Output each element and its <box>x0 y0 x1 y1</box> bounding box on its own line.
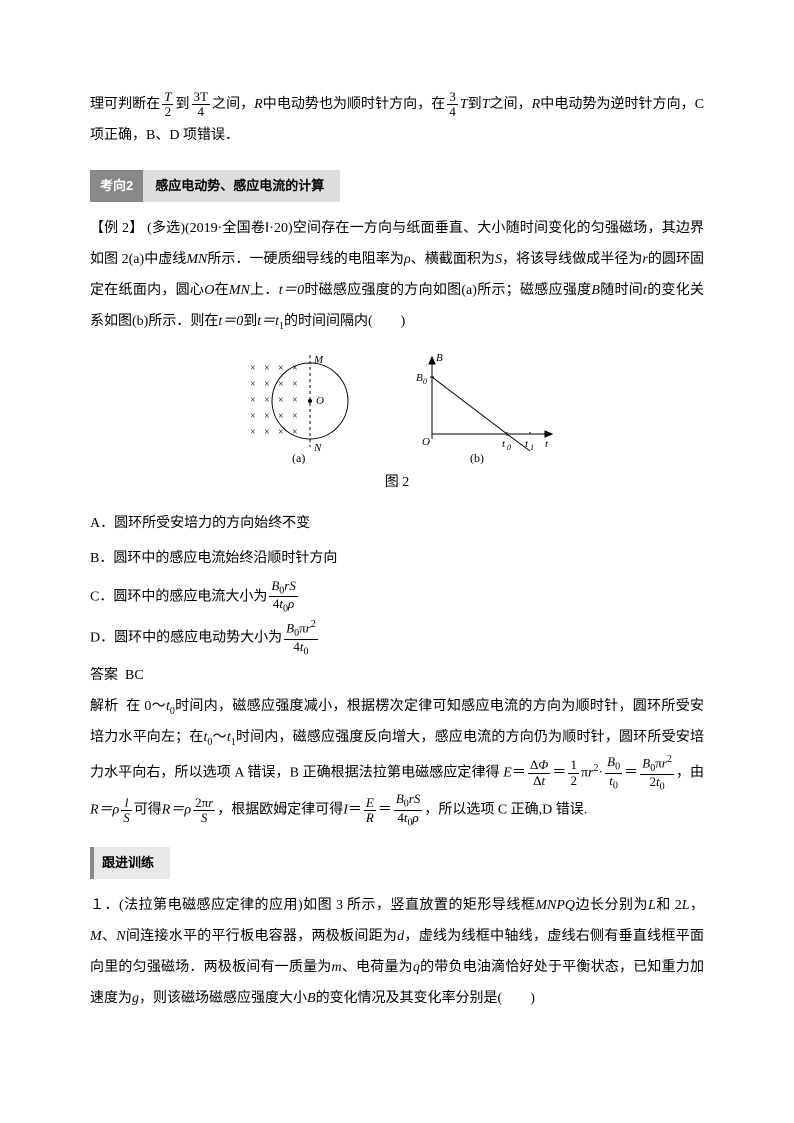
svg-text:t: t <box>525 438 529 450</box>
explanation: 解析 在 0～t0时间内，磁感应强度减小，根据楞次定律可知感应电流的方向为顺时针… <box>90 692 704 828</box>
option-b: B．圆环中的感应电流始终沿顺时针方向 <box>90 544 704 575</box>
svg-text:×: × <box>292 363 298 374</box>
svg-text:M: M <box>313 354 324 366</box>
section-title: 感应电动势、感应电流的计算 <box>143 170 340 203</box>
svg-text:0: 0 <box>423 377 427 386</box>
svg-text:×: × <box>278 411 284 422</box>
svg-text:B: B <box>436 352 443 364</box>
svg-text:×: × <box>264 379 270 390</box>
svg-text:0: 0 <box>507 443 511 452</box>
svg-text:(a): (a) <box>292 451 305 464</box>
option-a: A．圆环所受安培力的方向始终不变 <box>90 509 704 540</box>
svg-text:O: O <box>422 436 430 448</box>
svg-text:t: t <box>502 438 506 450</box>
section-header-2: 考向2 感应电动势、感应电流的计算 <box>90 170 704 203</box>
section-tag: 考向2 <box>90 170 143 203</box>
svg-text:×: × <box>278 379 284 390</box>
svg-text:×: × <box>292 395 298 406</box>
svg-text:×: × <box>278 395 284 406</box>
option-c: C．圆环中的感应电流大小为B0rS4t0ρ <box>90 579 704 615</box>
svg-text:×: × <box>292 427 298 438</box>
option-d: D．圆环中的感应电动势大小为B0πr24t0 <box>90 619 704 658</box>
answer-line: 答案 BC <box>90 661 704 692</box>
svg-text:×: × <box>264 395 270 406</box>
svg-text:×: × <box>250 363 256 374</box>
figure-2a: O M N × × × × × × × × × × × × × × × × × × × × (a) <box>232 349 372 464</box>
followup-header: 跟进训练 <box>90 847 170 880</box>
svg-text:B: B <box>416 372 423 384</box>
svg-text:t: t <box>545 438 549 450</box>
figure-2b: B B0 O t0 t1 t (b) <box>412 349 562 464</box>
svg-text:×: × <box>278 363 284 374</box>
svg-text:×: × <box>264 411 270 422</box>
svg-text:1: 1 <box>530 443 534 452</box>
svg-text:×: × <box>292 379 298 390</box>
svg-text:×: × <box>264 427 270 438</box>
svg-text:×: × <box>264 363 270 374</box>
svg-text:×: × <box>250 427 256 438</box>
figure-2-caption: 图 2 <box>90 468 704 499</box>
svg-text:×: × <box>278 427 284 438</box>
svg-text:×: × <box>250 411 256 422</box>
svg-text:N: N <box>313 442 322 454</box>
svg-text:×: × <box>292 411 298 422</box>
svg-text:(b): (b) <box>470 451 484 464</box>
svg-text:×: × <box>250 395 256 406</box>
intro-paragraph: 理可判断在T2到3T4之间，R中电动势也为顺时针方向，在34T到T之间，R中电动… <box>90 90 704 152</box>
svg-text:O: O <box>316 395 324 407</box>
example-2: 【例 2】 (多选)(2019·全国卷Ⅰ·20)空间存在一方向与纸面垂直、大小随… <box>90 214 704 337</box>
question-1: １．(法拉第电磁感应定律的应用)如图 3 所示，竖直放置的矩形导线框MNPQ边长… <box>90 891 704 1014</box>
figure-2: O M N × × × × × × × × × × × × × × × × × × × × (a) <box>90 349 704 464</box>
svg-text:×: × <box>250 379 256 390</box>
